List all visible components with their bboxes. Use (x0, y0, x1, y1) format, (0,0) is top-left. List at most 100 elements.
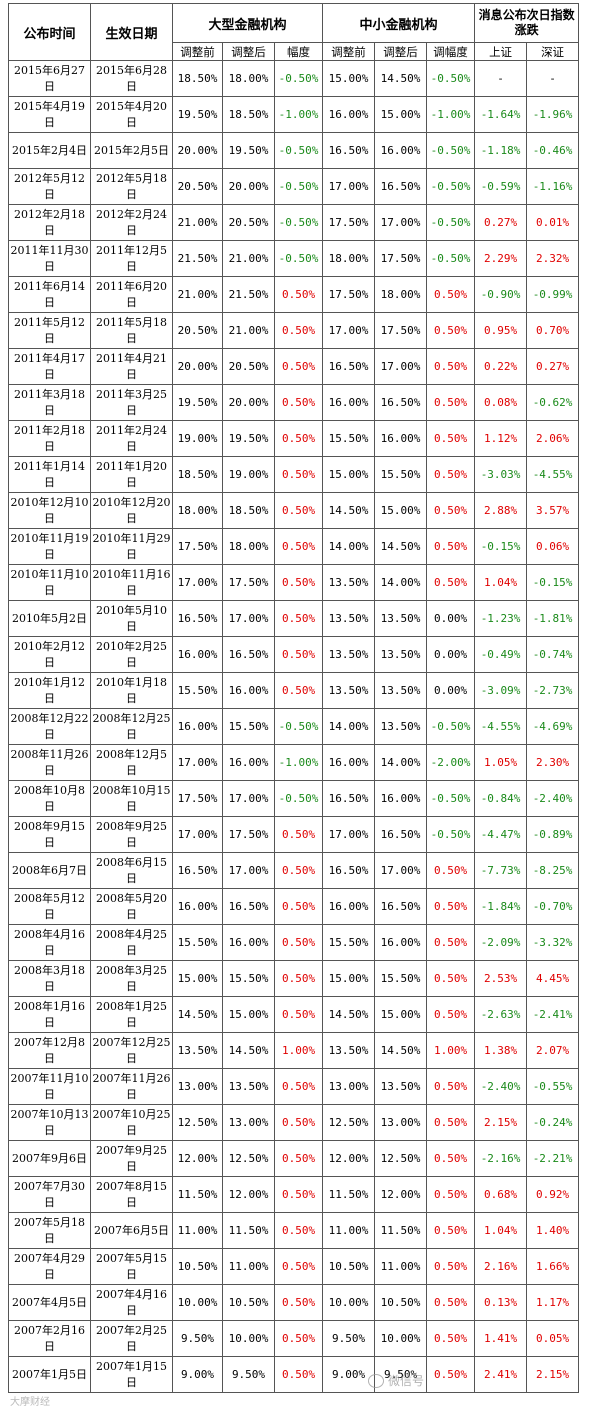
cell-large-after: 17.00% (222, 780, 275, 817)
cell-small-before: 13.50% (322, 636, 376, 673)
cell-shanghai-change: 2.88% (474, 492, 528, 529)
header-large-change: 幅度 (273, 42, 324, 61)
cell-effective-date: 2011年3月25日 (90, 384, 173, 421)
cell-small-before: 12.50% (322, 1104, 376, 1141)
cell-small-change: 0.50% (426, 996, 476, 1033)
header-shenzhen: 深证 (526, 42, 580, 61)
cell-announce-date: 2011年5月12日 (8, 312, 91, 349)
cell-shenzhen-change: - (526, 60, 580, 97)
cell-small-after: 16.50% (374, 168, 428, 205)
cell-large-before: 16.00% (172, 708, 223, 745)
cell-shenzhen-change: -0.55% (526, 1068, 580, 1105)
cell-small-change: 0.50% (426, 492, 476, 529)
cell-effective-date: 2007年8月15日 (90, 1176, 173, 1213)
cell-small-change: 0.50% (426, 1284, 476, 1321)
cell-small-before: 10.50% (322, 1248, 376, 1285)
cell-large-before: 15.00% (172, 960, 223, 997)
cell-shanghai-change: -0.59% (474, 168, 528, 205)
cell-large-after: 11.00% (222, 1248, 275, 1285)
cell-shenzhen-change: 2.30% (526, 744, 580, 781)
cell-effective-date: 2008年3月25日 (90, 960, 173, 997)
cell-shanghai-change: -3.09% (474, 672, 528, 709)
cell-announce-date: 2008年10月8日 (8, 780, 91, 817)
cell-large-before: 19.50% (172, 96, 223, 133)
cell-shanghai-change: 0.22% (474, 348, 528, 385)
cell-shanghai-change: -2.40% (474, 1068, 528, 1105)
cell-small-before: 15.00% (322, 60, 376, 97)
cell-effective-date: 2010年11月16日 (90, 564, 173, 601)
cell-large-change: 0.50% (273, 1212, 324, 1249)
table-row: 2010年1月12日 2010年1月18日 15.50% 16.00% 0.50% 13.… (8, 672, 580, 709)
cell-shenzhen-change: -2.41% (526, 996, 580, 1033)
cell-large-before: 18.50% (172, 60, 223, 97)
cell-large-before: 17.00% (172, 744, 223, 781)
cell-effective-date: 2011年6月20日 (90, 276, 173, 313)
cell-large-before: 20.50% (172, 312, 223, 349)
cell-effective-date: 2007年5月15日 (90, 1248, 173, 1285)
cell-large-before: 9.00% (172, 1356, 223, 1393)
cell-small-change: 0.50% (426, 852, 476, 889)
cell-small-after: 14.50% (374, 528, 428, 565)
cell-effective-date: 2010年2月25日 (90, 636, 173, 673)
header-large-before: 调整前 (172, 42, 223, 61)
cell-small-change: 0.50% (426, 420, 476, 457)
cell-small-before: 11.50% (322, 1176, 376, 1213)
table-row: 2010年2月12日 2010年2月25日 16.00% 16.50% 0.50% 13.… (8, 636, 580, 673)
cell-large-change: 1.00% (273, 1032, 324, 1069)
cell-announce-date: 2010年1月12日 (8, 672, 91, 709)
cell-large-change: 0.50% (273, 276, 324, 313)
cell-small-after: 16.50% (374, 384, 428, 421)
header-large-institutions: 大型金融机构 (171, 3, 324, 43)
cell-large-change: 0.50% (273, 636, 324, 673)
table-row: 2008年11月26日 2008年12月5日 17.00% 16.00% -1.00% 1… (8, 744, 580, 781)
cell-effective-date: 2010年11月29日 (90, 528, 173, 565)
cell-large-change: 0.50% (273, 420, 324, 457)
reserve-ratio-table: 公布时间 生效日期 大型金融机构 中小金融机构 消息公布次日指数涨跌 调整前 调… (8, 3, 580, 1393)
cell-effective-date: 2007年12月25日 (90, 1032, 173, 1069)
cell-shenzhen-change: -0.62% (526, 384, 580, 421)
cell-large-change: -0.50% (273, 240, 324, 277)
cell-small-after: 16.00% (374, 924, 428, 961)
cell-large-after: 18.00% (222, 60, 275, 97)
cell-large-after: 20.00% (222, 168, 275, 205)
cell-large-change: -0.50% (273, 780, 324, 817)
cell-announce-date: 2008年6月7日 (8, 852, 91, 889)
cell-effective-date: 2007年1月15日 (90, 1356, 173, 1393)
cell-large-before: 15.50% (172, 924, 223, 961)
cell-effective-date: 2007年6月5日 (90, 1212, 173, 1249)
wechat-icon (368, 1373, 384, 1388)
cell-large-after: 17.50% (222, 816, 275, 853)
cell-effective-date: 2011年1月20日 (90, 456, 173, 493)
table-row: 2011年4月17日 2011年4月21日 20.00% 20.50% 0.50% 16.… (8, 348, 580, 385)
cell-shanghai-change: 1.04% (474, 1212, 528, 1249)
cell-small-before: 17.50% (322, 276, 376, 313)
table-row: 2011年5月12日 2011年5月18日 20.50% 21.00% 0.50% 17.… (8, 312, 580, 349)
cell-small-after: 17.00% (374, 852, 428, 889)
cell-shenzhen-change: 4.45% (526, 960, 580, 997)
cell-announce-date: 2007年2月16日 (8, 1320, 91, 1357)
cell-large-after: 10.00% (222, 1320, 275, 1357)
cell-small-after: 15.50% (374, 960, 428, 997)
table-row: 2015年4月19日 2015年4月20日 19.50% 18.50% -1.00% 16… (8, 96, 580, 133)
table-row: 2011年2月18日 2011年2月24日 19.00% 19.50% 0.50% 15.… (8, 420, 580, 457)
header-shanghai: 上证 (474, 42, 528, 61)
cell-shanghai-change: -1.23% (474, 600, 528, 637)
table-row: 2007年5月18日 2007年6月5日 11.00% 11.50% 0.50% 11.0… (8, 1212, 580, 1249)
cell-small-after: 15.50% (374, 456, 428, 493)
table-row: 2008年10月8日 2008年10月15日 17.50% 17.00% -0.50% 1… (8, 780, 580, 817)
cell-small-after: 12.50% (374, 1140, 428, 1177)
cell-shenzhen-change: -3.32% (526, 924, 580, 961)
cell-large-after: 20.50% (222, 348, 275, 385)
cell-large-after: 18.50% (222, 492, 275, 529)
cell-shanghai-change: 2.16% (474, 1248, 528, 1285)
cell-announce-date: 2011年6月14日 (8, 276, 91, 313)
cell-large-before: 16.00% (172, 636, 223, 673)
cell-shanghai-change: 1.05% (474, 744, 528, 781)
cell-small-change: 0.50% (426, 1212, 476, 1249)
cell-large-before: 9.50% (172, 1320, 223, 1357)
cell-announce-date: 2008年5月12日 (8, 888, 91, 925)
cell-shanghai-change: -7.73% (474, 852, 528, 889)
cell-small-before: 15.50% (322, 420, 376, 457)
table-row: 2008年9月15日 2008年9月25日 17.00% 17.50% 0.50% 17.… (8, 816, 580, 853)
cell-shenzhen-change: 2.15% (526, 1356, 580, 1393)
